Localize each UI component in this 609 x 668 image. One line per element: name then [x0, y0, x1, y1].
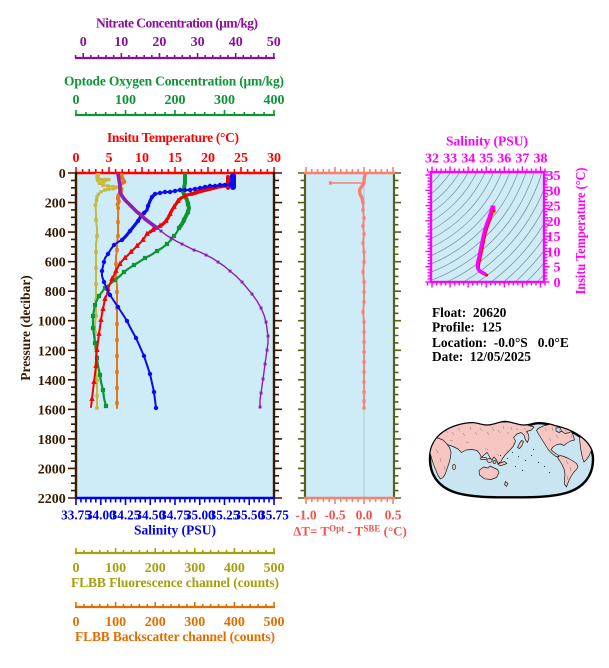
svg-text:35: 35 [547, 169, 561, 184]
svg-text:50: 50 [267, 35, 281, 50]
svg-text:15: 15 [168, 151, 182, 166]
svg-text:100: 100 [115, 93, 136, 108]
svg-text:34.75: 34.75 [160, 508, 190, 523]
svg-text:Profile: 125: Profile: 125 [432, 319, 502, 334]
svg-text:2000: 2000 [38, 463, 66, 478]
svg-text:35.50: 35.50 [234, 508, 264, 523]
svg-text:0: 0 [59, 167, 66, 182]
svg-text:400: 400 [264, 93, 285, 108]
svg-text:30: 30 [191, 35, 205, 50]
svg-text:Float: 20620: Float: 20620 [432, 305, 507, 320]
svg-text:20: 20 [201, 151, 215, 166]
svg-text:20: 20 [547, 215, 561, 230]
svg-text:ΔT= TOpt - TSBE (°C): ΔT= TOpt - TSBE (°C) [293, 524, 407, 539]
svg-text:0: 0 [73, 561, 80, 576]
svg-text:0: 0 [73, 93, 80, 108]
svg-text:33.75: 33.75 [61, 508, 91, 523]
svg-text:34.00: 34.00 [86, 508, 116, 523]
svg-text:500: 500 [264, 615, 285, 630]
svg-text:Salinity (PSU): Salinity (PSU) [134, 522, 216, 537]
svg-text:37: 37 [515, 152, 529, 167]
svg-text:-0.5: -0.5 [324, 508, 346, 523]
svg-text:35: 35 [479, 152, 493, 167]
svg-text:0.5: 0.5 [385, 508, 402, 523]
svg-text:200: 200 [145, 561, 166, 576]
svg-text:1400: 1400 [38, 374, 66, 389]
svg-text:100: 100 [105, 561, 126, 576]
svg-text:5: 5 [106, 151, 113, 166]
svg-text:FLBB Fluorescence channel (cou: FLBB Fluorescence channel (counts) [71, 575, 279, 590]
svg-text:Pressure (decibar): Pressure (decibar) [18, 275, 33, 381]
svg-text:0: 0 [73, 615, 80, 630]
svg-text:0.0: 0.0 [356, 508, 373, 523]
svg-text:Location: -0.0°S 0.0°E: Location: -0.0°S 0.0°E [432, 335, 569, 350]
svg-text:1200: 1200 [38, 344, 66, 359]
svg-text:10: 10 [547, 245, 561, 260]
svg-text:400: 400 [224, 561, 245, 576]
svg-text:40: 40 [229, 35, 243, 50]
svg-text:2200: 2200 [38, 492, 66, 507]
svg-text:0: 0 [80, 35, 87, 50]
svg-text:200: 200 [45, 197, 66, 212]
svg-text:Nitrate Concentration (μm/kg): Nitrate Concentration (μm/kg) [96, 15, 258, 30]
svg-text:10: 10 [114, 35, 128, 50]
svg-text:300: 300 [184, 615, 205, 630]
svg-text:200: 200 [145, 615, 166, 630]
svg-text:Optode Oxygen Concentration (μ: Optode Oxygen Concentration (μm/kg) [64, 73, 284, 88]
svg-text:-1.0: -1.0 [295, 508, 317, 523]
svg-text:34.25: 34.25 [111, 508, 141, 523]
svg-text:32: 32 [425, 152, 439, 167]
svg-text:34.50: 34.50 [135, 508, 165, 523]
svg-text:300: 300 [184, 561, 205, 576]
svg-text:400: 400 [45, 226, 66, 241]
svg-text:Date: 12/05/2025: Date: 12/05/2025 [432, 349, 531, 364]
svg-text:25: 25 [547, 200, 561, 215]
svg-text:35.25: 35.25 [210, 508, 240, 523]
svg-text:400: 400 [224, 615, 245, 630]
svg-text:35.00: 35.00 [185, 508, 215, 523]
svg-text:0: 0 [73, 151, 80, 166]
svg-text:25: 25 [234, 151, 248, 166]
svg-text:36: 36 [497, 152, 511, 167]
svg-text:600: 600 [45, 256, 66, 271]
svg-text:1800: 1800 [38, 433, 66, 448]
svg-text:Insitu Temperature (°C): Insitu Temperature (°C) [573, 168, 588, 295]
svg-text:30: 30 [267, 151, 281, 166]
svg-text:20: 20 [152, 35, 166, 50]
svg-text:10: 10 [135, 151, 149, 166]
svg-text:35.75: 35.75 [259, 508, 289, 523]
svg-text:0: 0 [554, 276, 561, 291]
svg-text:100: 100 [105, 615, 126, 630]
svg-text:200: 200 [165, 93, 186, 108]
svg-text:5: 5 [554, 261, 561, 276]
svg-text:Salinity (PSU): Salinity (PSU) [446, 134, 528, 149]
svg-text:300: 300 [214, 93, 235, 108]
svg-text:34: 34 [461, 152, 475, 167]
svg-text:30: 30 [547, 184, 561, 199]
svg-text:15: 15 [547, 230, 561, 245]
svg-text:500: 500 [264, 561, 285, 576]
svg-text:33: 33 [443, 152, 457, 167]
svg-text:1600: 1600 [38, 403, 66, 418]
svg-text:800: 800 [45, 285, 66, 300]
svg-text:FLBB Backscatter channel (coun: FLBB Backscatter channel (counts) [75, 629, 275, 644]
svg-text:38: 38 [534, 152, 548, 167]
svg-text:Insitu Temperature (°C): Insitu Temperature (°C) [107, 130, 239, 145]
svg-text:1000: 1000 [38, 315, 66, 330]
